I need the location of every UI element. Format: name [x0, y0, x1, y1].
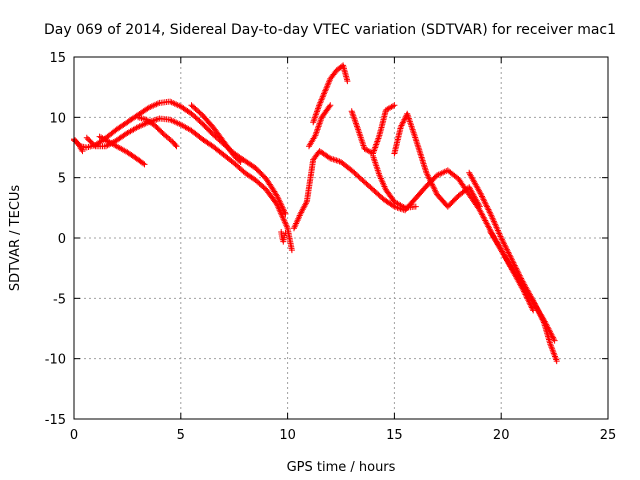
chart-title: Day 069 of 2014, Sidereal Day-to-day VTE…: [44, 22, 616, 38]
data-point-fill: [140, 160, 147, 167]
data-point: [476, 203, 483, 210]
data-point-fill: [322, 87, 329, 94]
data-point: [282, 210, 289, 217]
x-tick-label: 20: [493, 428, 510, 443]
data-point: [173, 143, 180, 150]
y-axis-label: SDTVAR / TECUs: [8, 185, 23, 292]
x-tick-label: 10: [279, 428, 296, 443]
y-tick-label: 5: [58, 172, 66, 187]
series-arc-15: [487, 229, 558, 344]
data-point-fill: [477, 190, 484, 197]
series-arc-6: [71, 137, 86, 155]
series-arc-11: [348, 102, 398, 157]
chart-ticks: 0 5 10 15 20 25 -15 -10 -5 0 5 10 15: [45, 51, 617, 443]
data-point: [141, 161, 148, 168]
chart-grid: [74, 57, 608, 419]
x-tick-label: 0: [70, 428, 78, 443]
data-point: [412, 203, 419, 210]
x-tick-label: 5: [177, 428, 185, 443]
data-point-fill: [480, 196, 487, 203]
data-point: [310, 119, 317, 126]
y-tick-label: 15: [49, 51, 66, 66]
series-arc-1: [71, 98, 289, 217]
data-point-fill: [502, 243, 509, 250]
series-arc-2: [83, 115, 295, 254]
y-tick-label: 0: [58, 232, 66, 247]
data-point: [391, 102, 398, 109]
data-point: [327, 102, 334, 109]
data-point-fill: [432, 188, 439, 195]
data-point: [553, 358, 560, 365]
series-arc-7: [278, 229, 289, 245]
data-point-fill: [424, 171, 431, 178]
data-point-fill: [481, 199, 488, 206]
data-point-fill: [78, 146, 85, 153]
data-point-fill: [431, 185, 438, 192]
y-tick-label: 10: [49, 111, 66, 126]
data-point-fill: [236, 157, 243, 164]
data-point-fill: [326, 154, 332, 161]
x-tick-label: 25: [600, 428, 617, 443]
data-point: [344, 78, 351, 85]
series-arc-13: [391, 110, 483, 210]
x-axis-label: GPS time / hours: [287, 460, 396, 475]
data-point-fill: [486, 208, 493, 214]
y-tick-label: -5: [53, 292, 66, 307]
series-arc-3: [96, 133, 148, 168]
data-point: [288, 247, 295, 254]
data-point: [282, 230, 289, 237]
data-point-fill: [508, 255, 515, 262]
data-point: [498, 235, 505, 241]
series-arc-12: [370, 152, 419, 211]
data-point-fill: [503, 246, 510, 253]
data-point: [551, 337, 558, 344]
data-point-fill: [91, 142, 98, 149]
data-point-fill: [505, 249, 512, 256]
data-point-fill: [390, 202, 397, 209]
series-arc-10: [306, 102, 334, 150]
data-point-fill: [425, 174, 432, 181]
series-arc-4: [135, 114, 180, 150]
data-point-fill: [427, 177, 433, 184]
x-tick-label: 15: [386, 428, 403, 443]
series-arc-9: [310, 62, 351, 126]
data-point-fill: [428, 180, 435, 186]
series-arc-5: [188, 102, 244, 165]
data-point: [237, 159, 244, 165]
data-point-fill: [499, 237, 506, 244]
data-point-fill: [326, 103, 333, 110]
data-point: [79, 148, 86, 155]
data-point-fill: [390, 103, 396, 110]
y-tick-label: -15: [45, 413, 66, 428]
data-point-fill: [172, 142, 179, 149]
data-point-fill: [479, 193, 485, 200]
y-tick-label: -10: [45, 353, 66, 368]
data-point-fill: [484, 205, 491, 212]
chart-marks: [71, 62, 560, 365]
